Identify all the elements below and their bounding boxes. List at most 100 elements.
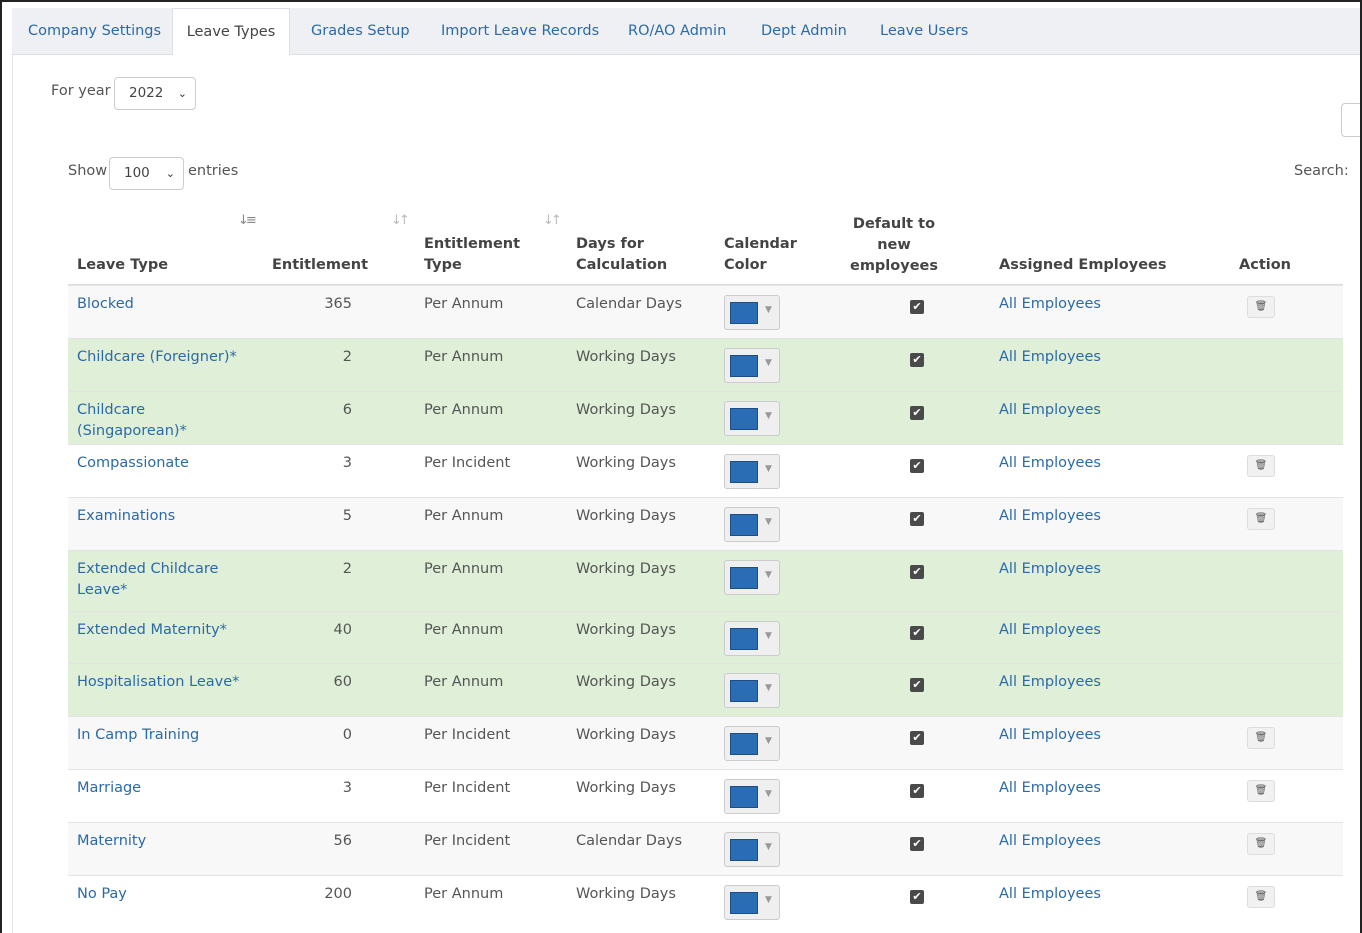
assigned-employees-link[interactable]: All Employees [999,296,1101,312]
calendar-color-picker[interactable]: ▼ [724,348,780,383]
leave-type-link[interactable]: No Pay [77,886,127,902]
sort-icon[interactable]: ↓↑ [543,213,562,228]
leave-type-link[interactable]: Maternity [77,833,147,849]
default-new-employees-checkbox[interactable]: ✔ [910,784,924,798]
trash-icon: 🗑 [1254,301,1268,312]
default-new-employees-checkbox[interactable]: ✔ [910,406,924,420]
settings-tab-bar: Company Settings Leave Types Grades Setu… [12,8,1360,56]
header-default-to-new: Default to new employees [849,216,938,274]
entries-select-value: 100 [124,165,150,181]
sort-icon[interactable]: ↓↑ [391,213,410,228]
default-new-employees-checkbox[interactable]: ✔ [910,300,924,314]
leave-type-link[interactable]: Childcare (Singaporean)* [77,402,187,439]
assigned-employees-link[interactable]: All Employees [999,402,1101,418]
calendar-color-picker[interactable]: ▼ [724,295,780,330]
assigned-employees-link[interactable]: All Employees [999,455,1101,471]
leave-type-link[interactable]: Extended Maternity* [77,622,227,638]
triangle-down-icon: ▼ [765,789,772,799]
triangle-down-icon: ▼ [765,305,772,315]
tab-leave-users[interactable]: Leave Users [880,23,969,39]
default-new-employees-checkbox[interactable]: ✔ [910,837,924,851]
default-new-employees-checkbox[interactable]: ✔ [910,890,924,904]
tab-grades-setup[interactable]: Grades Setup [311,23,410,39]
assigned-employees-link[interactable]: All Employees [999,674,1101,690]
days-calculation-value: Working Days [576,674,676,690]
days-calculation-value: Working Days [576,349,676,365]
days-calculation-value: Working Days [576,727,676,743]
leave-type-link[interactable]: Compassionate [77,455,189,471]
entitlement-type-value: Per Annum [424,886,504,902]
default-new-employees-checkbox[interactable]: ✔ [910,626,924,640]
header-leave-type[interactable]: Leave Type [77,257,169,273]
table-row: Hospitalisation Leave* 60 Per Annum Working… [68,663,1343,716]
tab-company-settings[interactable]: Company Settings [28,23,162,39]
calendar-color-picker[interactable]: ▼ [724,560,780,595]
trash-icon: 🗑 [1254,838,1268,849]
default-new-employees-checkbox[interactable]: ✔ [910,353,924,367]
assigned-employees-link[interactable]: All Employees [999,508,1101,524]
year-label: For year [51,83,111,99]
color-swatch [730,302,758,324]
triangle-down-icon: ▼ [765,358,772,368]
entitlement-value: 3 [342,455,352,471]
leave-type-link[interactable]: Extended Childcare Leave* [77,561,219,598]
delete-button[interactable]: 🗑 [1247,727,1275,749]
tab-dept-admin[interactable]: Dept Admin [761,23,847,39]
delete-button[interactable]: 🗑 [1247,886,1275,908]
delete-button[interactable]: 🗑 [1247,455,1275,477]
header-assigned-employees: Assigned Employees [999,257,1167,273]
assigned-employees-link[interactable]: All Employees [999,727,1101,743]
assigned-employees-link[interactable]: All Employees [999,886,1101,902]
assigned-employees-link[interactable]: All Employees [999,622,1101,638]
default-new-employees-checkbox[interactable]: ✔ [910,459,924,473]
leave-type-link[interactable]: In Camp Training [77,727,200,743]
delete-button[interactable]: 🗑 [1247,296,1275,318]
calendar-color-picker[interactable]: ▼ [724,779,780,814]
chevron-down-icon: ⌄ [177,87,187,100]
delete-button[interactable]: 🗑 [1247,780,1275,802]
default-new-employees-checkbox[interactable]: ✔ [910,731,924,745]
leave-type-link[interactable]: Blocked [77,296,134,312]
header-entitlement-type[interactable]: Entitlement Type [424,236,521,273]
assigned-employees-link[interactable]: All Employees [999,349,1101,365]
tab-leave-types[interactable]: Leave Types [172,8,290,56]
default-new-employees-checkbox[interactable]: ✔ [910,565,924,579]
delete-button[interactable]: 🗑 [1247,833,1275,855]
color-swatch [730,680,758,702]
entries-select[interactable]: 100 ⌄ [109,157,184,190]
header-days-for-calculation[interactable]: Days for Calculation [576,236,668,273]
search-input[interactable] [1341,103,1360,137]
default-new-employees-checkbox[interactable]: ✔ [910,678,924,692]
calendar-color-picker[interactable]: ▼ [724,673,780,708]
default-new-employees-checkbox[interactable]: ✔ [910,512,924,526]
assigned-employees-link[interactable]: All Employees [999,780,1101,796]
assigned-employees-link[interactable]: All Employees [999,561,1101,577]
entitlement-value: 40 [333,622,352,638]
assigned-employees-link[interactable]: All Employees [999,833,1101,849]
header-entitlement[interactable]: Entitlement [272,257,369,273]
calendar-color-picker[interactable]: ▼ [724,454,780,489]
leave-type-link[interactable]: Hospitalisation Leave* [77,674,240,690]
calendar-color-picker[interactable]: ▼ [724,621,780,656]
entitlement-type-value: Per Annum [424,349,504,365]
delete-button[interactable]: 🗑 [1247,508,1275,530]
triangle-down-icon: ▼ [765,631,772,641]
calendar-color-picker[interactable]: ▼ [724,401,780,436]
entitlement-value: 2 [342,561,352,577]
tab-ro-ao-admin[interactable]: RO/AO Admin [628,23,727,39]
color-swatch [730,461,758,483]
calendar-color-picker[interactable]: ▼ [724,726,780,761]
tab-import-leave-records[interactable]: Import Leave Records [441,23,600,39]
year-select[interactable]: 2022 ⌄ [114,77,196,110]
entitlement-type-value: Per Annum [424,402,504,418]
calendar-color-picker[interactable]: ▼ [724,832,780,867]
table-row: No Pay 200 Per Annum Working Days ▼ ✔ All Empl… [68,875,1343,928]
calendar-color-picker[interactable]: ▼ [724,507,780,542]
leave-type-link[interactable]: Marriage [77,780,142,796]
entitlement-type-value: Per Annum [424,674,504,690]
calendar-color-picker[interactable]: ▼ [724,885,780,920]
leave-type-link[interactable]: Childcare (Foreigner)* [77,349,237,365]
sort-asc-icon[interactable]: ↓≡ [238,213,257,228]
leave-type-link[interactable]: Examinations [77,508,176,524]
table-row: Maternity 56 Per Incident Calendar Days ▼ ✔ Al… [68,822,1343,875]
